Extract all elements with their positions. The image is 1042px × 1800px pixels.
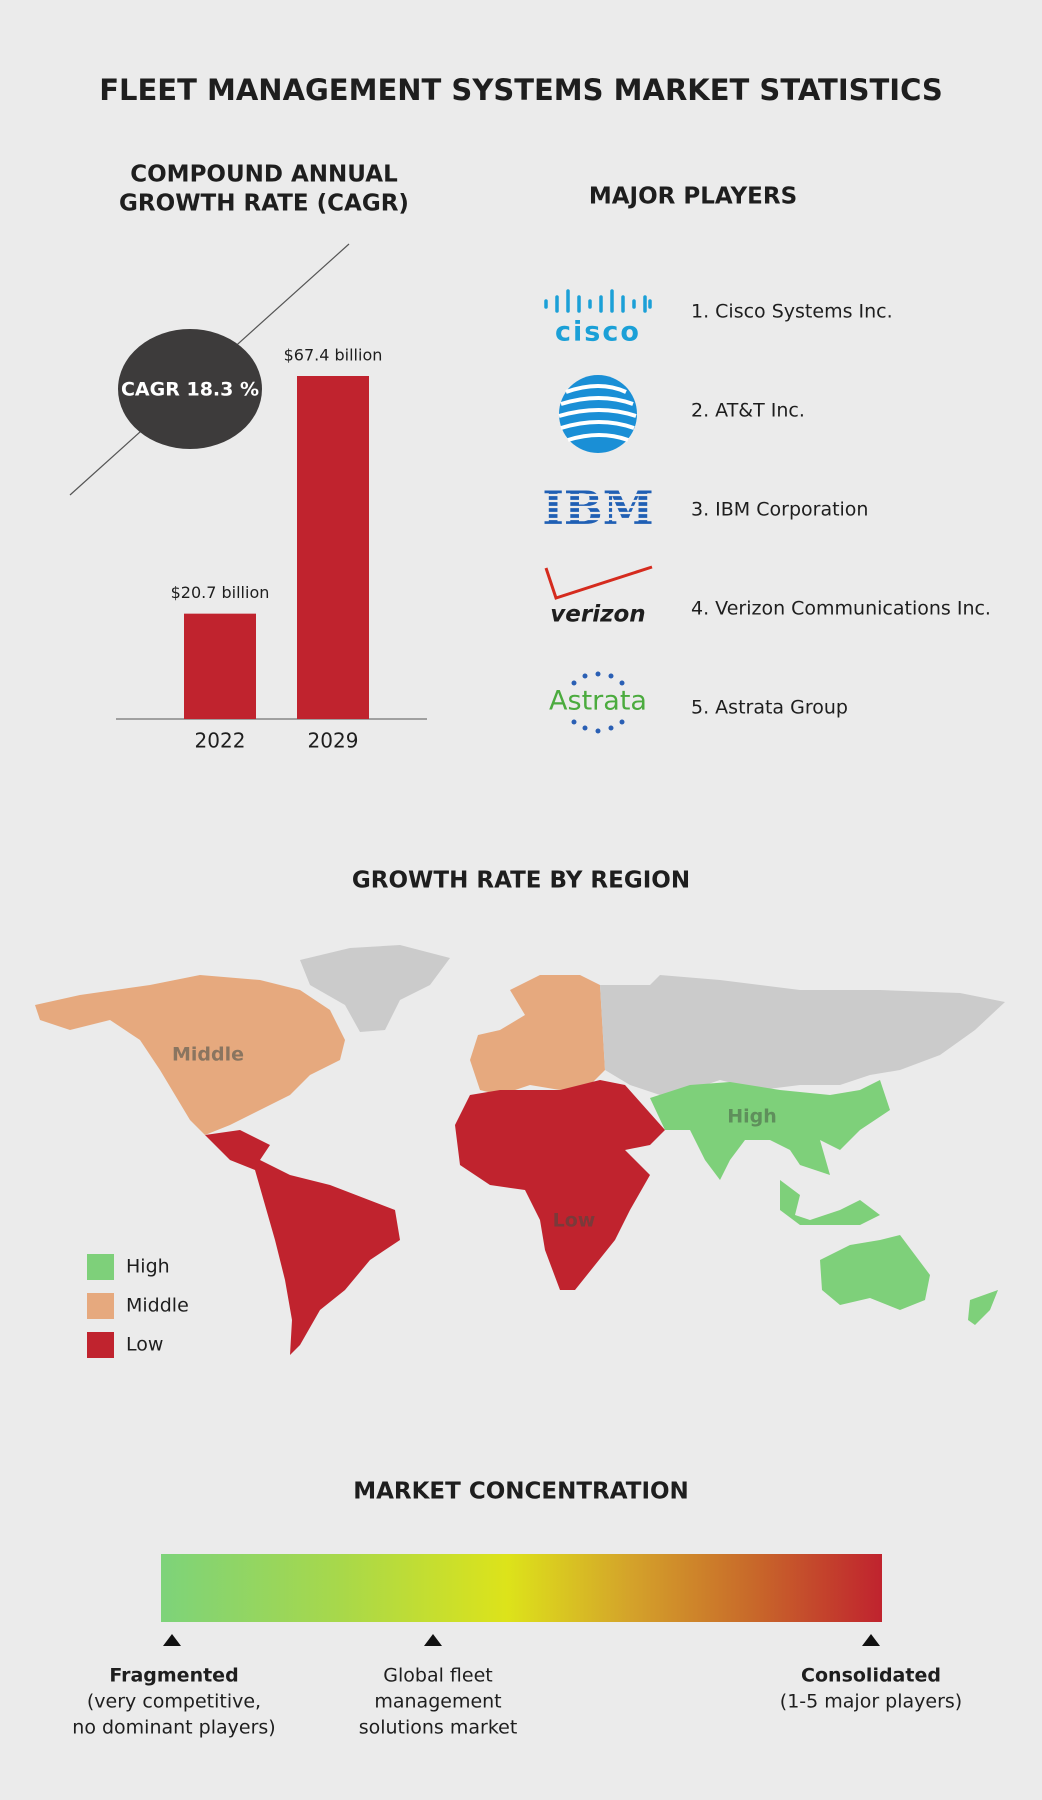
att-logo — [558, 375, 637, 453]
player-name: 2. AT&T Inc. — [691, 400, 805, 422]
north-america — [35, 975, 345, 1135]
concentration-label: management — [374, 1691, 501, 1713]
concentration-label: (1-5 major players) — [780, 1691, 962, 1713]
bar-chart: $20.7 billion 2022 $67.4 billion 2029 — [171, 346, 383, 753]
player-name: 5. Astrata Group — [691, 697, 848, 719]
bar — [297, 376, 369, 719]
world-map — [35, 945, 1005, 1355]
south-asia — [650, 1080, 890, 1180]
legend-label: Low — [126, 1334, 163, 1356]
legend-swatch — [87, 1293, 114, 1319]
x-tick-label: 2022 — [195, 729, 246, 753]
value-label: $67.4 billion — [284, 346, 383, 365]
legend-swatch — [87, 1332, 114, 1358]
australia — [820, 1235, 930, 1310]
legend-swatch — [87, 1254, 114, 1280]
map-label: High — [727, 1106, 777, 1128]
player-name: 1. Cisco Systems Inc. — [691, 301, 893, 323]
concentration-label: Consolidated — [801, 1665, 941, 1687]
new-zealand — [968, 1290, 998, 1325]
concentration-title: MARKET CONCENTRATION — [353, 1479, 689, 1505]
concentration-label: no dominant players) — [72, 1717, 275, 1739]
player-name: 4. Verizon Communications Inc. — [691, 598, 991, 620]
europe — [470, 975, 605, 1095]
concentration-label: solutions market — [359, 1717, 518, 1739]
cagr-label: CAGR 18.3 % — [121, 379, 259, 401]
legend-label: High — [126, 1256, 170, 1278]
value-label: $20.7 billion — [171, 583, 270, 602]
concentration-label: Fragmented — [109, 1665, 238, 1687]
cisco-logo: cisco — [544, 289, 652, 348]
concentration-label: (very competitive, — [87, 1691, 261, 1713]
astrata-logo: Astrata — [549, 671, 647, 734]
region-title: GROWTH RATE BY REGION — [352, 868, 690, 894]
concentration-labels: Fragmented (very competitive, no dominant … — [72, 1665, 962, 1739]
latin-america — [205, 1130, 400, 1355]
cagr-bubble — [118, 329, 262, 449]
bar — [184, 613, 256, 719]
players-title: MAJOR PLAYERS — [589, 184, 797, 210]
x-tick-label: 2029 — [308, 729, 359, 753]
concentration-scale — [161, 1554, 882, 1622]
concentration-label: Global fleet — [383, 1665, 492, 1687]
cagr-title: GROWTH RATE (CAGR) — [119, 191, 409, 217]
map-label: Low — [553, 1210, 596, 1232]
legend-label: Middle — [126, 1295, 189, 1317]
greenland — [300, 945, 450, 1032]
logo-text: cisco — [555, 317, 641, 348]
africa-middle-east — [455, 1080, 665, 1290]
legend: High Middle Low — [87, 1254, 189, 1358]
cagr-title: COMPOUND ANNUAL — [130, 162, 398, 188]
north-asia — [600, 975, 1005, 1095]
map-label: Middle — [172, 1044, 244, 1066]
page-title: FLEET MANAGEMENT SYSTEMS MARKET STATISTI… — [99, 73, 943, 107]
ibm-logo: IBM — [540, 481, 656, 535]
logo-text: Astrata — [549, 686, 647, 717]
logo-text: verizon — [550, 602, 645, 628]
verizon-logo: verizon — [544, 565, 653, 628]
player-name: 3. IBM Corporation — [691, 499, 868, 521]
southeast-asia — [780, 1180, 880, 1225]
